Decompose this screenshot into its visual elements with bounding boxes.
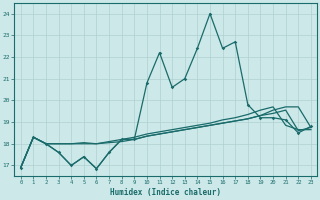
X-axis label: Humidex (Indice chaleur): Humidex (Indice chaleur) [110,188,221,197]
